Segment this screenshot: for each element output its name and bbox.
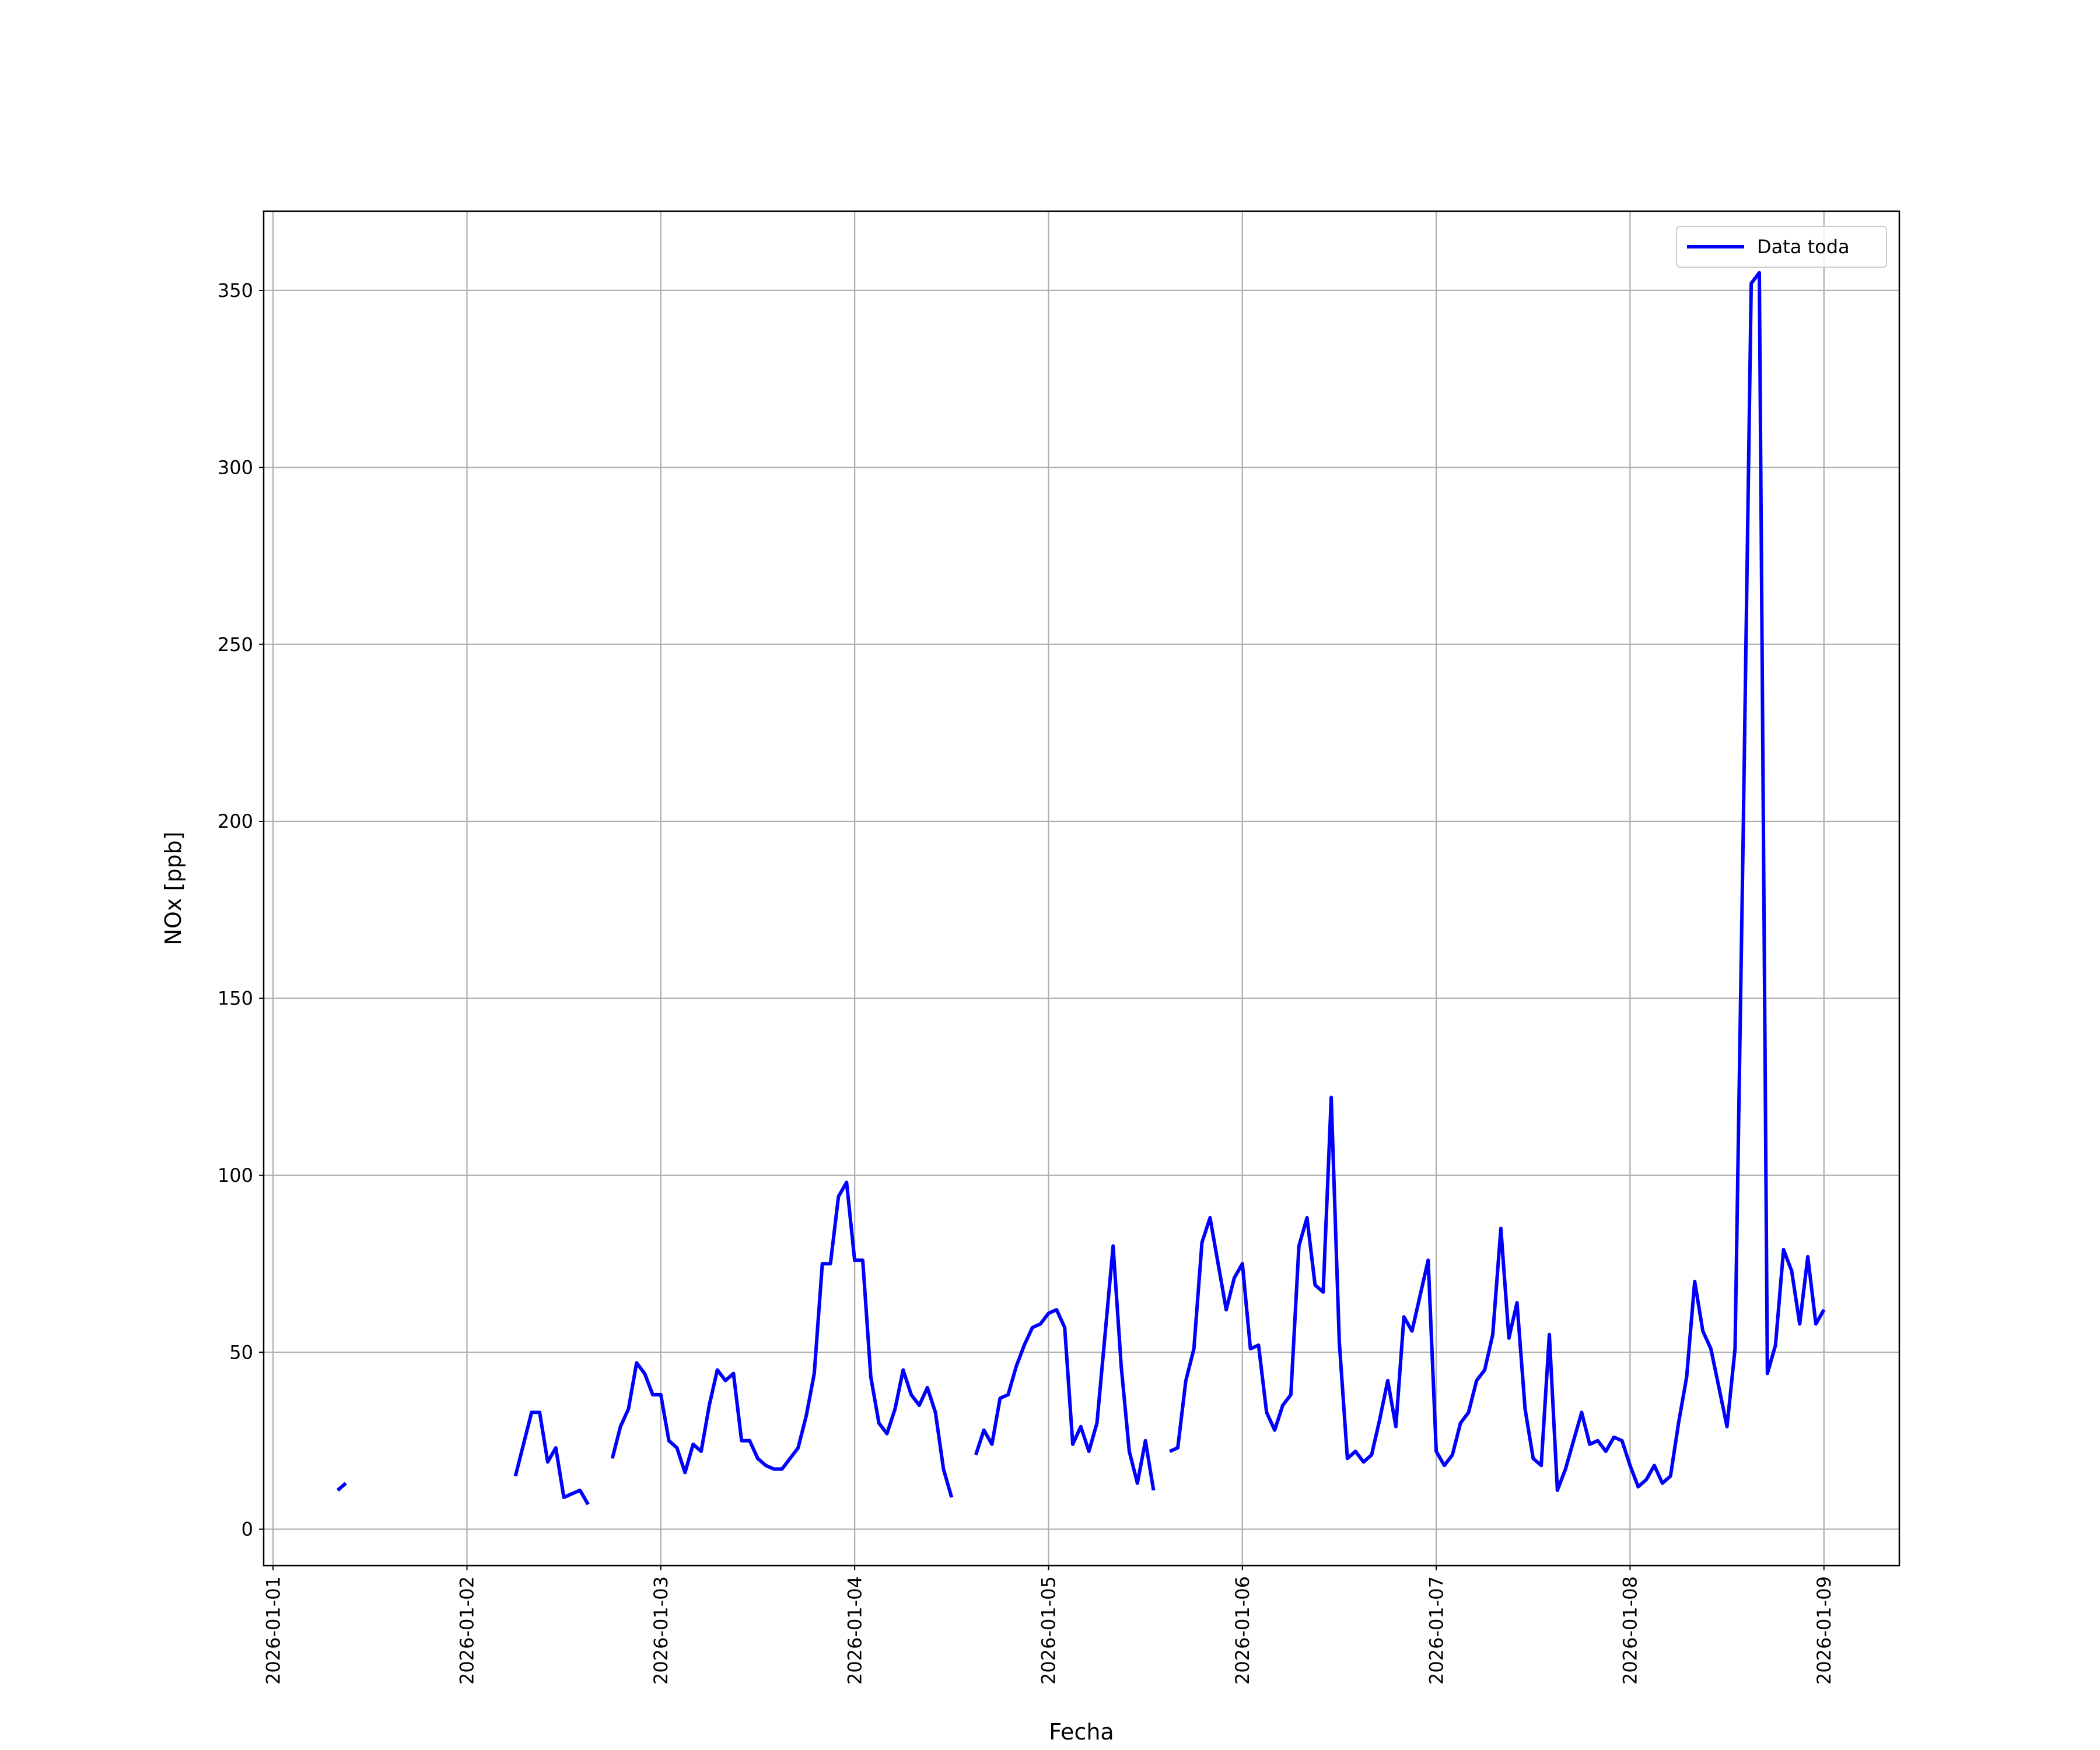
y-tick-label: 150 bbox=[218, 988, 253, 1010]
y-tick-label: 350 bbox=[218, 279, 253, 302]
y-tick-label: 0 bbox=[242, 1518, 253, 1541]
legend-box bbox=[1676, 226, 1887, 268]
y-axis-label: NOx [ppb] bbox=[160, 832, 186, 946]
y-tick-label: 250 bbox=[218, 634, 253, 656]
x-tick-label: 2026-01-01 bbox=[262, 1576, 284, 1685]
x-tick-label: 2026-01-06 bbox=[1231, 1576, 1254, 1685]
x-tick-label: 2026-01-07 bbox=[1425, 1576, 1447, 1685]
y-tick-label: 300 bbox=[218, 456, 253, 478]
legend-label: Data toda bbox=[1757, 236, 1850, 258]
x-tick-label: 2026-01-04 bbox=[844, 1576, 866, 1685]
x-axis-label: Fecha bbox=[1049, 1719, 1114, 1745]
x-tick-label: 2026-01-02 bbox=[456, 1576, 478, 1685]
x-tick-label: 2026-01-09 bbox=[1813, 1576, 1835, 1685]
x-tick-label: 2026-01-08 bbox=[1619, 1576, 1642, 1685]
plot-frame bbox=[262, 210, 1901, 1567]
x-tick-label: 2026-01-03 bbox=[650, 1576, 672, 1685]
y-tick-label: 200 bbox=[218, 810, 253, 832]
x-tick-label: 2026-01-05 bbox=[1038, 1576, 1060, 1685]
data-line bbox=[336, 271, 1826, 1506]
y-tick-label: 100 bbox=[218, 1164, 253, 1186]
y-tick-label: 50 bbox=[229, 1341, 253, 1363]
